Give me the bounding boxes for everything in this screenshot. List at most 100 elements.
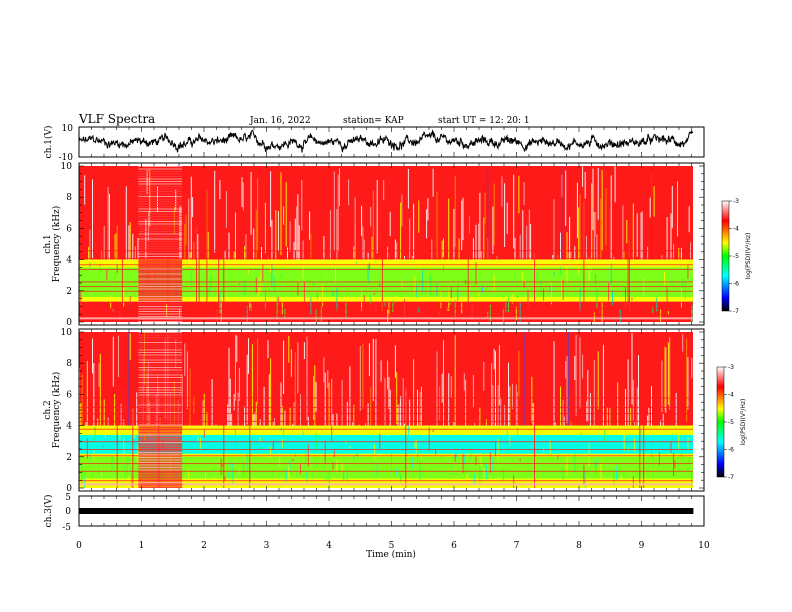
spectrogram-streak <box>292 424 294 426</box>
spectrogram-streak <box>597 167 599 220</box>
spectrogram-interference-line <box>138 359 183 361</box>
spectrogram-streak <box>203 393 205 426</box>
spectrogram-streak <box>660 309 662 322</box>
spectrogram-streak <box>328 268 330 272</box>
spectrogram-streak <box>184 223 186 260</box>
spectrogram-streak <box>670 213 672 260</box>
spectrogram-interference-line <box>138 417 183 418</box>
spectrogram-streak <box>251 344 253 426</box>
spectrogram-streak <box>288 465 290 483</box>
spectrogram-streak <box>680 248 682 260</box>
spectrogram-interference-line <box>138 439 183 441</box>
spectrogram-harmonic-line <box>79 281 693 283</box>
spectrogram-streak <box>566 232 568 260</box>
spectrogram-streak <box>128 475 130 488</box>
spectrogram-streak <box>81 374 83 426</box>
spectrogram-streak <box>478 223 480 260</box>
spectrogram-streak <box>336 209 338 260</box>
spectrogram-streak <box>310 233 312 260</box>
spectrogram-streak <box>394 345 396 378</box>
spectrogram-streak <box>224 476 226 481</box>
spectrogram-streak <box>528 209 530 260</box>
spectrogram-streak <box>367 403 369 426</box>
spectrogram-streak <box>259 273 261 293</box>
spectrogram-streak <box>593 212 595 260</box>
spectrogram-streak <box>523 332 525 426</box>
spectrogram-streak <box>688 206 690 233</box>
spectrogram-harmonic-line <box>79 301 693 303</box>
spectrogram-interference-line <box>138 191 183 192</box>
spectrogram-streak <box>389 211 391 237</box>
spectrogram-streak <box>219 179 221 200</box>
spectrogram-interference-line <box>138 422 183 423</box>
spectrogram-interference-line <box>138 286 183 287</box>
spectrogram-streak <box>290 349 292 377</box>
spectrogram-streak <box>621 475 623 488</box>
spectrogram-streak <box>280 382 282 426</box>
spectrogram-interference-line <box>138 176 183 177</box>
spectrogram-streak <box>566 355 568 424</box>
spectrogram-streak <box>612 290 613 305</box>
spectrogram-streak <box>549 286 551 292</box>
spectrogram-low-strip <box>79 483 693 486</box>
spectrogram-streak <box>504 183 506 247</box>
spectrogram-interference-line <box>138 442 183 443</box>
spectrogram-streak <box>274 276 275 293</box>
freq-ticklabel: 0 <box>66 484 72 494</box>
spectrogram-interference-line <box>138 171 183 172</box>
spectrogram-interference-line <box>138 306 183 307</box>
spectrogram-streak <box>188 469 190 488</box>
spectrogram-streak <box>561 166 563 260</box>
spectrogram-streak <box>601 170 603 252</box>
spectrogram-streak <box>228 232 230 260</box>
spectrogram-interference-line <box>138 166 183 167</box>
spectrogram-streak <box>667 342 669 405</box>
spectrogram-interference-line <box>138 231 183 232</box>
spectrogram-streak <box>596 287 598 309</box>
spectrogram-streak <box>250 303 252 311</box>
ch2-freq-label-channel: ch.2 <box>43 400 53 419</box>
spectrogram-spike <box>196 166 197 322</box>
spectrogram-interference-line <box>138 321 183 322</box>
spectrogram-interference-line <box>138 261 183 262</box>
spectrogram-streak <box>99 264 101 267</box>
spectrogram-streak <box>383 179 385 201</box>
spectrogram-streak <box>333 450 335 458</box>
spectrogram-streak <box>554 422 556 426</box>
spectrogram-interference-line <box>138 308 183 310</box>
spectrogram-streak <box>123 419 125 426</box>
spectrogram-interference-line <box>138 342 183 343</box>
spectrogram-streak <box>326 276 327 278</box>
spectrogram-interference-line <box>138 402 183 403</box>
spectrogram-streak <box>332 413 334 426</box>
spectrogram-interference-line <box>138 392 183 393</box>
spectrogram-streak <box>275 210 277 260</box>
ch2-spectrogram-image <box>79 332 693 488</box>
spectrogram-streak <box>586 401 587 423</box>
spectrogram-streak <box>181 374 183 426</box>
spectrogram-streak <box>127 459 129 476</box>
spectrogram-streak <box>587 370 589 423</box>
spectrogram-streak <box>222 464 223 467</box>
colorbar-ticklabel: -3 <box>728 364 734 371</box>
spectrogram-streak <box>281 439 283 448</box>
spectrogram-harmonic-line <box>79 428 693 430</box>
spectrogram-interference-line <box>138 364 183 366</box>
spectrogram-streak <box>370 387 372 426</box>
spectrogram-streak <box>246 306 248 322</box>
freq-ticklabel: 6 <box>66 224 72 234</box>
spectrogram-streak <box>441 465 443 467</box>
spectrogram-streak <box>280 172 282 256</box>
spectrogram-streak <box>474 423 476 426</box>
spectrogram-streak <box>450 375 452 398</box>
ch3-ytick: -5 <box>62 523 71 533</box>
spectrogram-interference-line <box>138 397 183 398</box>
spectrogram-streak <box>552 254 554 260</box>
spectrogram-streak <box>409 218 411 260</box>
spectrogram-streak <box>409 399 411 426</box>
time-axis-ticklabel: 7 <box>514 541 520 551</box>
spectrogram-streak <box>323 357 325 383</box>
spectrogram-streak <box>189 252 191 260</box>
ch1-waveform-ticks <box>78 127 705 157</box>
spectrogram-streak <box>483 361 485 391</box>
